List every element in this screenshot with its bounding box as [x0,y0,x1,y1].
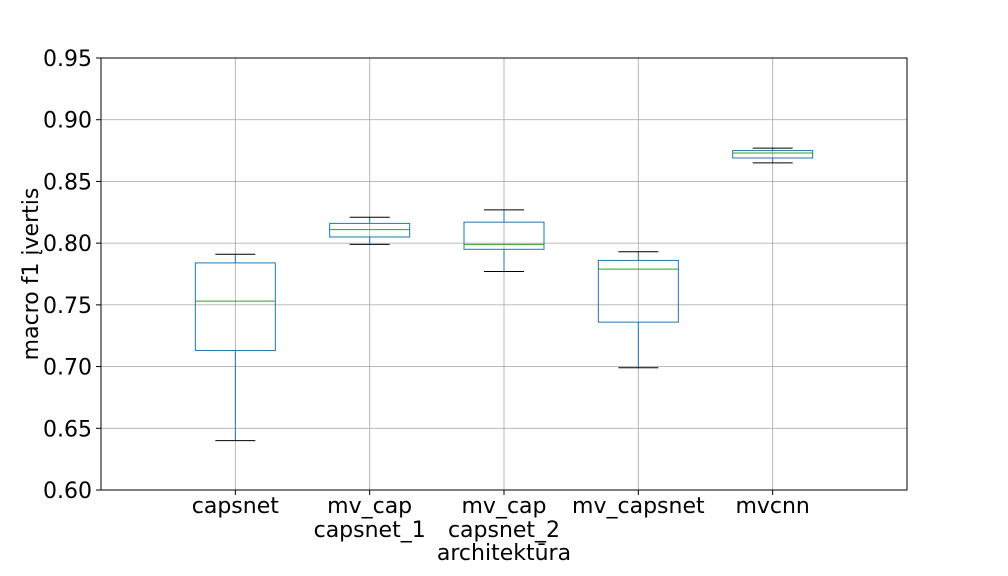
x-tick-label: capsnet_2 [448,518,560,543]
box-plot [732,147,814,164]
y-tick-label: 0.60 [43,479,92,504]
x-tick-label: capsnet [192,494,279,519]
box-plots [194,147,814,442]
box-plot [194,253,276,442]
y-axis-ticks: 0.60 0.65 0.70 0.75 0.80 0.85 0.90 0.95 [43,47,101,504]
iqr-box [463,221,545,250]
iqr-box [329,222,411,238]
grid-lines [101,57,907,491]
y-tick-label: 0.80 [43,232,92,257]
y-tick-label: 0.65 [43,417,92,442]
x-tick-label: mv_capsnet [572,494,705,519]
y-tick-label: 0.95 [43,47,92,72]
x-axis-label: architektūra [437,541,571,566]
y-axis-label: macro f1 įvertis [19,188,44,361]
x-tick-label: capsnet_1 [314,518,426,543]
iqr-box [194,262,276,352]
x-tick-label: mv_cap [327,494,412,519]
y-tick-label: 0.90 [43,109,92,134]
iqr-box [597,259,679,323]
y-tick-label: 0.70 [43,356,92,381]
x-tick-label: mvcnn [735,494,809,519]
x-tick-label: mv_cap [462,494,547,519]
box-plot [329,216,411,245]
x-axis-ticks: capsnet mv_capcapsnet_1mv_capcapsnet_2mv_… [192,490,810,543]
y-tick-label: 0.75 [43,294,92,319]
y-tick-label: 0.85 [43,170,92,195]
iqr-box [732,150,814,159]
box-plot [463,209,545,273]
box-plot [597,251,679,369]
